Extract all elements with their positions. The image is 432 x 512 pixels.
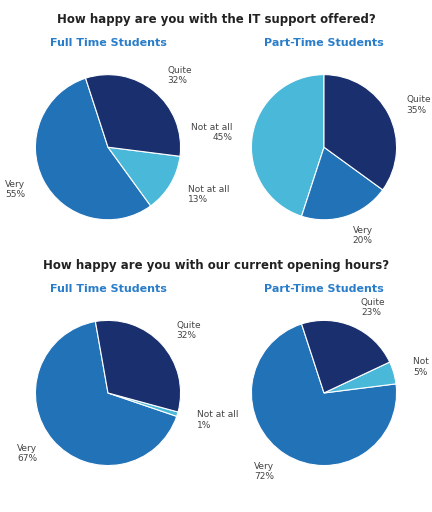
Text: Not at all
5%: Not at all 5% bbox=[413, 357, 432, 377]
Text: Quite
32%: Quite 32% bbox=[167, 66, 192, 86]
Text: Very
55%: Very 55% bbox=[5, 180, 25, 199]
Text: Not at all
13%: Not at all 13% bbox=[188, 185, 229, 204]
Wedge shape bbox=[302, 147, 383, 220]
Text: Very
67%: Very 67% bbox=[17, 444, 38, 463]
Text: Quite
35%: Quite 35% bbox=[407, 95, 432, 115]
Wedge shape bbox=[108, 147, 180, 206]
Wedge shape bbox=[95, 321, 181, 412]
Text: Full Time Students: Full Time Students bbox=[50, 38, 166, 49]
Wedge shape bbox=[324, 75, 397, 190]
Text: Not at all
45%: Not at all 45% bbox=[191, 123, 232, 142]
Wedge shape bbox=[108, 393, 178, 416]
Text: Quite
23%: Quite 23% bbox=[361, 298, 385, 317]
Text: Not at all
1%: Not at all 1% bbox=[197, 411, 238, 430]
Wedge shape bbox=[35, 78, 151, 220]
Wedge shape bbox=[251, 324, 397, 465]
Text: Part-Time Students: Part-Time Students bbox=[264, 38, 384, 49]
Text: Very
72%: Very 72% bbox=[254, 462, 274, 481]
Text: Very
20%: Very 20% bbox=[353, 226, 373, 245]
Wedge shape bbox=[324, 362, 396, 393]
Text: Quite
32%: Quite 32% bbox=[177, 321, 201, 340]
Wedge shape bbox=[35, 322, 177, 465]
Wedge shape bbox=[86, 75, 181, 156]
Wedge shape bbox=[302, 321, 390, 393]
Text: Part-Time Students: Part-Time Students bbox=[264, 284, 384, 294]
Text: Full Time Students: Full Time Students bbox=[50, 284, 166, 294]
Text: How happy are you with our current opening hours?: How happy are you with our current openi… bbox=[43, 259, 389, 271]
Wedge shape bbox=[251, 75, 324, 216]
Text: How happy are you with the IT support offered?: How happy are you with the IT support of… bbox=[57, 13, 375, 26]
